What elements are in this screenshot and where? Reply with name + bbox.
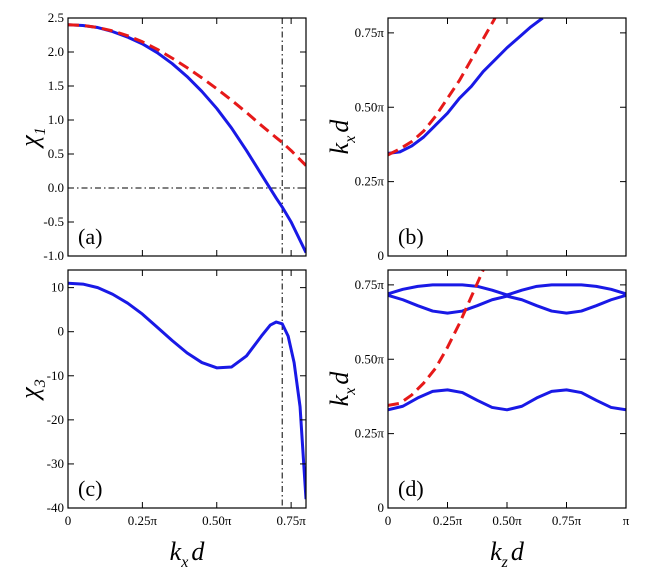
x-axis-label-main: k — [490, 537, 502, 566]
solid-blue-curve — [388, 283, 626, 297]
x-tick-label: 0.25π — [433, 513, 463, 528]
y-tick-label: 1.0 — [48, 112, 64, 127]
y-axis-label: χ1 — [15, 127, 49, 149]
solid-blue-curve — [68, 23, 306, 254]
x-axis-label: kx d — [170, 537, 206, 571]
panel-label: (c) — [78, 476, 102, 501]
y-tick-label: -10 — [47, 368, 64, 383]
y-axis-label-main: χ — [15, 387, 44, 402]
y-tick-label: 10 — [51, 280, 64, 295]
y-tick-label: 0.75π — [355, 25, 385, 40]
y-axis-label-main: χ — [15, 135, 44, 150]
y-tick-label: -0.5 — [43, 214, 64, 229]
x-axis-label: kz d — [490, 537, 525, 571]
y-axis-label-main: k — [325, 142, 354, 154]
y-axis-label-subscript: x — [342, 388, 359, 396]
x-tick-label: 0 — [385, 513, 392, 528]
dashed-red-curve — [68, 23, 306, 167]
y-axis-label-subscript: 3 — [32, 379, 49, 388]
x-tick-label: 0.50π — [202, 513, 232, 528]
y-tick-label: 0 — [58, 324, 65, 339]
y-tick-label: 0.25π — [355, 174, 385, 189]
x-tick-label: 0.75π — [276, 513, 306, 528]
plot-frame — [67, 269, 307, 509]
series-group — [388, 18, 544, 157]
panel-b: 0 0.25π 0.50π 0.75π (b) kxd — [325, 17, 627, 263]
x-axis-label-subscript: z — [501, 554, 509, 571]
x-axis-label-tail: d — [511, 537, 525, 566]
x-tick-label: 0.75π — [552, 513, 582, 528]
plot-frame — [67, 17, 307, 257]
y-tick-label: 0.50π — [355, 351, 385, 366]
y-axis-label-main: k — [325, 394, 354, 406]
panel-c: -40 -30 -20 -10 0 10 0 0.25π 0.50π 0.75π (c) χ3 kx d — [15, 269, 307, 571]
x-tick-label: π — [623, 513, 630, 528]
x-axis-label-tail: d — [191, 537, 205, 566]
y-axis-label-subscript: x — [342, 136, 359, 144]
solid-blue-curve — [388, 293, 626, 315]
y-axis-label: χ3 — [15, 379, 49, 401]
y-tick-label: 1.5 — [48, 78, 64, 93]
dashed-red-curve — [388, 18, 497, 157]
y-tick-label: -1.0 — [43, 248, 64, 263]
solid-blue-curve — [68, 281, 306, 500]
y-tick-label: 0.25π — [355, 426, 385, 441]
solid-blue-curve — [388, 388, 626, 412]
x-axis-label-main: k — [170, 537, 182, 566]
y-tick-label: 2.0 — [48, 44, 64, 59]
y-tick-label: 0 — [378, 248, 385, 263]
y-tick-label: -20 — [47, 412, 64, 427]
series-group — [68, 23, 306, 254]
y-axis-label-tail: d — [325, 119, 354, 133]
solid-blue-curve — [388, 18, 544, 155]
panel-label: (b) — [398, 224, 424, 249]
x-tick-label: 0.50π — [492, 513, 522, 528]
y-tick-label: 0.75π — [355, 277, 385, 292]
y-tick-label: -30 — [47, 456, 64, 471]
panel-a: -1.0 -0.5 0.0 0.5 1.0 1.5 2.0 2.5 (a) χ1 — [15, 10, 307, 263]
panel-label: (a) — [78, 224, 102, 249]
y-axis-label-tail: d — [325, 371, 354, 385]
series-group — [68, 281, 306, 500]
y-tick-label: 0.5 — [48, 146, 64, 161]
plot-frame — [387, 269, 627, 509]
panel-label: (d) — [398, 476, 424, 501]
y-tick-label: -40 — [47, 500, 64, 515]
y-tick-label: 0.50π — [355, 99, 385, 114]
y-tick-label: 0.0 — [48, 180, 64, 195]
y-tick-label: 2.5 — [48, 10, 64, 25]
x-axis-label-subscript: x — [180, 554, 188, 571]
x-tick-label: 0 — [65, 513, 72, 528]
y-axis-label: kxd — [325, 119, 359, 155]
y-axis-label: kxd — [325, 371, 359, 407]
series-group — [388, 270, 626, 412]
x-tick-label: 0.25π — [128, 513, 158, 528]
y-axis-label-subscript: 1 — [32, 127, 49, 135]
y-tick-label: 0 — [378, 500, 385, 515]
